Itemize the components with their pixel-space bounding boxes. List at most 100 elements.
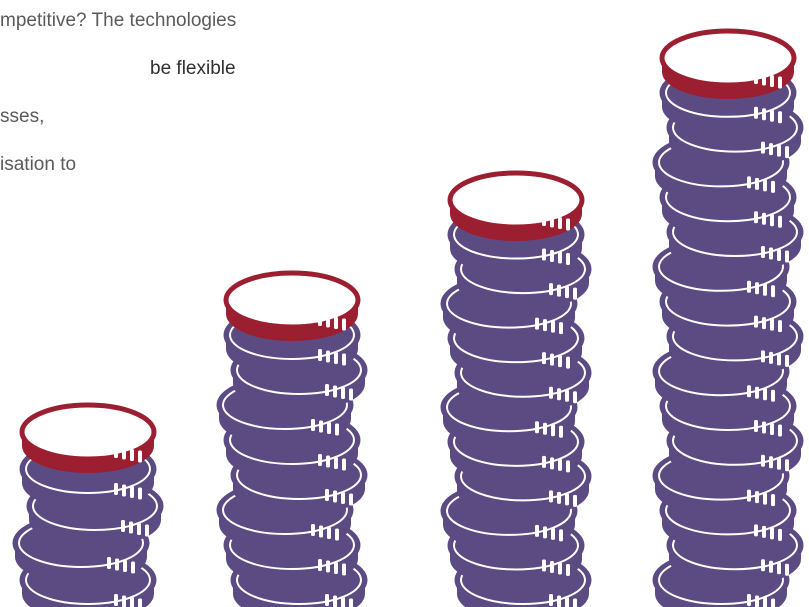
coin-notch — [549, 594, 553, 606]
coin-notch — [138, 487, 142, 500]
coin-notch — [349, 598, 353, 607]
coin-notch — [761, 454, 765, 467]
coin-notch — [543, 526, 547, 539]
coin-notch — [542, 559, 546, 572]
coin-notch — [114, 483, 118, 495]
coin-notch — [565, 286, 569, 299]
coin-notch — [549, 386, 553, 399]
coin-notch — [551, 424, 555, 437]
coin-notch — [747, 489, 751, 502]
coin-notch — [342, 458, 346, 471]
coin-notch — [349, 388, 353, 401]
coin-notch — [130, 449, 134, 461]
coin-notch — [754, 420, 758, 432]
coin-notch — [769, 456, 773, 469]
coin-notch — [559, 322, 563, 335]
coin-notch — [566, 356, 570, 369]
coin-notch — [754, 315, 758, 328]
coin-notch — [138, 598, 142, 607]
coin-notch — [778, 111, 782, 124]
coin-notch — [333, 385, 337, 398]
coin-notch — [778, 320, 782, 333]
coin-notch — [770, 527, 774, 540]
coin-notch — [557, 595, 561, 607]
coin-notch — [785, 563, 789, 576]
coin-stack — [440, 170, 592, 607]
coin-notch — [558, 251, 562, 264]
coin-notch — [326, 350, 330, 363]
coin-notch — [334, 317, 338, 329]
coin-notch — [334, 457, 338, 469]
coin-notch — [777, 562, 781, 575]
coin-face — [223, 270, 361, 330]
coin-notch — [777, 144, 781, 157]
coin-notch — [550, 250, 554, 263]
coin-notch — [549, 490, 553, 503]
coin-stack — [652, 28, 804, 607]
coin-notch — [122, 447, 126, 460]
coin-notch — [129, 521, 133, 534]
coin-notch — [550, 560, 554, 573]
coin-notch — [550, 353, 554, 366]
coin-notch — [122, 595, 126, 607]
coin-notch — [558, 217, 562, 229]
coin-notch — [762, 525, 766, 538]
coin-notch — [130, 486, 134, 498]
coin-notch — [535, 421, 539, 434]
text-line: be flexible — [150, 58, 236, 79]
coin-notch — [326, 455, 330, 468]
coin-notch — [542, 352, 546, 365]
text-line: mpetitive? The technologies — [0, 10, 237, 31]
coin-notch — [333, 490, 337, 503]
coin-notch — [771, 598, 775, 607]
coin-notch — [318, 454, 322, 466]
coin-notch — [747, 594, 751, 606]
coin-notch — [770, 214, 774, 227]
coin-notch — [327, 422, 331, 434]
coin-notch — [763, 492, 767, 505]
coin-notch — [565, 597, 569, 607]
coin-notch — [777, 353, 781, 366]
coin-notch — [763, 179, 767, 192]
coin-notch — [754, 106, 758, 119]
coin-notch — [335, 423, 339, 436]
coin-notch — [769, 351, 773, 364]
coin-notch — [543, 422, 547, 435]
coin-notch — [771, 180, 775, 193]
coin-notch — [755, 177, 759, 190]
coin-notch — [777, 249, 781, 261]
coin-notch — [785, 250, 789, 263]
text-line: sses, — [0, 106, 45, 127]
coin-notch — [551, 320, 555, 333]
coin-face — [447, 170, 585, 230]
coin-notch — [573, 598, 577, 607]
coin-notch — [542, 214, 546, 226]
coin-notch — [566, 253, 570, 266]
coin-notch — [114, 446, 118, 458]
coin-notch — [761, 350, 765, 363]
coin-notch — [777, 457, 781, 470]
coin-notch — [341, 387, 345, 399]
coin-notch — [319, 525, 323, 538]
coin-notch — [769, 560, 773, 573]
coin-notch — [771, 285, 775, 298]
coin-notch — [542, 248, 546, 261]
coin-notch — [334, 352, 338, 364]
coin-notch — [557, 284, 561, 297]
coin-notch — [334, 562, 338, 574]
coin-notch — [761, 559, 765, 572]
coin-notch — [754, 211, 758, 224]
coin-notch — [325, 594, 329, 606]
coin-notch — [335, 528, 339, 541]
coin-notch — [558, 562, 562, 575]
coin-notch — [115, 558, 119, 571]
coin-notch — [785, 459, 789, 472]
coin-face — [659, 28, 797, 88]
coin-notch — [121, 520, 125, 532]
coin-notch — [763, 388, 767, 401]
coin-notch — [535, 317, 539, 330]
coin-notch — [747, 176, 751, 189]
coin-notch — [761, 141, 765, 154]
coin-notch — [123, 560, 127, 572]
